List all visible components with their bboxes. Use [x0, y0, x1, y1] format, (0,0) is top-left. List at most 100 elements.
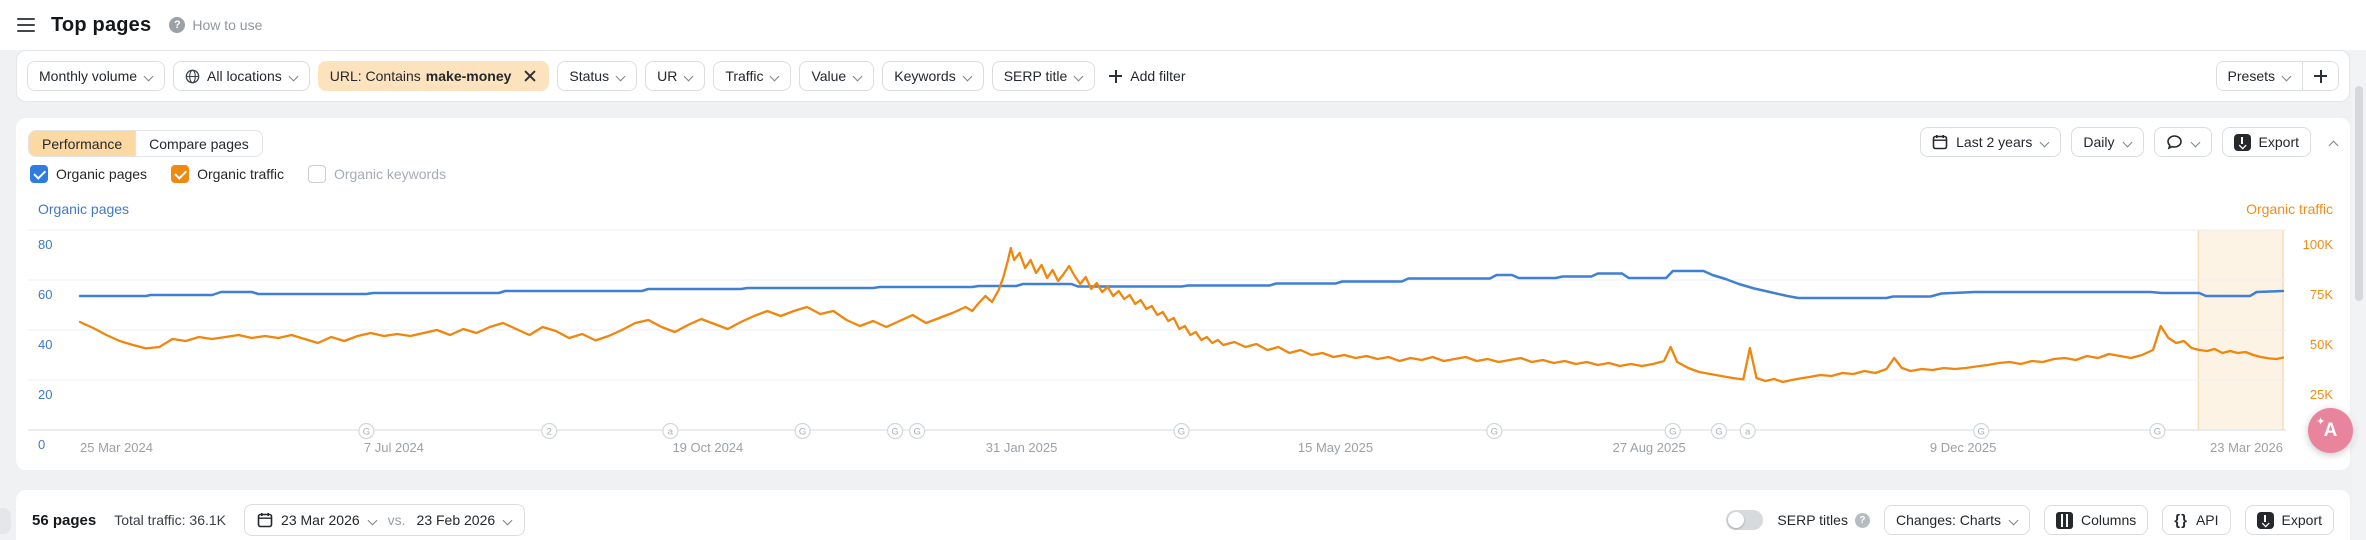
plus-icon [2314, 69, 2327, 83]
url-filter-prefix: URL: Contains [329, 68, 421, 84]
toggle-organic-traffic[interactable]: Organic traffic [171, 165, 284, 183]
date-range-button[interactable]: Last 2 years [1920, 127, 2062, 157]
svg-text:25 Mar 2024: 25 Mar 2024 [80, 440, 153, 455]
filter-serp-title[interactable]: SERP title [991, 61, 1096, 91]
chart-controls: Last 2 years Daily Export [1920, 127, 2338, 157]
scrollbar-thumb[interactable] [2355, 86, 2363, 301]
chevron-down-icon [770, 72, 779, 81]
performance-panel: 020406080025K50K75K100KOrganic pagesOrga… [16, 118, 2350, 470]
svg-text:100K: 100K [2303, 237, 2334, 252]
tab-performance[interactable]: Performance [29, 131, 136, 156]
add-preset-button[interactable] [2302, 62, 2338, 90]
total-traffic: Total traffic: 36.1K [114, 512, 227, 528]
svg-text:G: G [913, 427, 920, 438]
svg-text:25K: 25K [2310, 387, 2333, 402]
svg-text:Organic pages: Organic pages [38, 201, 129, 217]
translate-fab[interactable]: ✦ A [2308, 408, 2353, 453]
svg-text:50K: 50K [2310, 337, 2333, 352]
svg-text:a: a [668, 427, 674, 438]
how-to-use-link[interactable]: ? How to use [169, 17, 262, 33]
view-tabs: Performance Compare pages [28, 130, 263, 157]
svg-text:15 May 2025: 15 May 2025 [1298, 440, 1373, 455]
svg-text:9 Dec 2025: 9 Dec 2025 [1930, 440, 1997, 455]
chevron-down-icon [503, 516, 512, 525]
chevron-down-icon [684, 72, 693, 81]
filter-all-locations[interactable]: All locations [173, 61, 310, 91]
svg-text:G: G [1977, 427, 1984, 438]
svg-text:60: 60 [38, 287, 52, 302]
chat-bubble-icon [2166, 135, 2182, 150]
date-from: 23 Mar 2026 [281, 512, 360, 528]
remove-filter-icon[interactable] [523, 69, 537, 83]
chevron-down-icon [853, 72, 862, 81]
chevron-down-icon [963, 72, 972, 81]
page-title: Top pages [51, 13, 152, 36]
chevron-down-icon [368, 516, 377, 525]
chart-export-button[interactable]: Export [2221, 127, 2311, 157]
serp-titles-label: SERP titles ? [1777, 512, 1870, 528]
filter-keywords[interactable]: Keywords [882, 61, 984, 91]
table-actions: SERP titles ? Changes: Charts Columns {}… [1726, 505, 2334, 535]
sparkle-icon: ✦ [2316, 416, 2326, 428]
chevron-down-icon [2040, 138, 2049, 147]
filter-toolbar: Monthly volume All locations URL: Contai… [16, 50, 2350, 102]
side-handle[interactable] [0, 508, 11, 534]
calendar-icon [257, 513, 273, 528]
filter-status[interactable]: Status [557, 61, 638, 91]
filter-value[interactable]: Value [799, 61, 875, 91]
table-export-button[interactable]: Export [2244, 505, 2334, 535]
changes-button[interactable]: Changes: Charts [1883, 505, 2031, 535]
help-circle-icon: ? [169, 17, 186, 33]
api-button[interactable]: {} API [2162, 505, 2231, 535]
svg-text:0: 0 [38, 437, 45, 452]
filter-monthly-volume[interactable]: Monthly volume [27, 61, 166, 91]
help-circle-icon: ? [1854, 512, 1870, 528]
svg-text:80: 80 [38, 237, 52, 252]
svg-text:7 Jul 2024: 7 Jul 2024 [364, 440, 424, 455]
chevron-down-icon [1074, 72, 1083, 81]
serp-titles-toggle[interactable] [1726, 510, 1764, 530]
vs-label: vs. [387, 512, 406, 528]
svg-text:31 Jan 2025: 31 Jan 2025 [986, 440, 1058, 455]
chevron-down-icon [616, 72, 625, 81]
metric-toggles: Organic pages Organic traffic Organic ke… [30, 165, 446, 183]
filter-traffic[interactable]: Traffic [713, 61, 792, 91]
add-filter-button[interactable]: Add filter [1109, 68, 1186, 84]
svg-text:G: G [799, 427, 806, 438]
table-toolbar: 56 pages Total traffic: 36.1K 23 Mar 202… [16, 490, 2350, 540]
comparison-date-picker[interactable]: 23 Mar 2026 vs. 23 Feb 2026 [244, 504, 526, 536]
date-to: 23 Feb 2026 [416, 512, 496, 528]
checkbox-checked-icon [171, 165, 190, 183]
svg-text:27 Aug 2025: 27 Aug 2025 [1613, 440, 1686, 455]
url-filter-value: make-money [425, 68, 512, 84]
checkbox-unchecked-icon [307, 165, 326, 183]
granularity-button[interactable]: Daily [2071, 127, 2144, 157]
svg-text:19 Oct 2024: 19 Oct 2024 [672, 440, 743, 455]
svg-text:40: 40 [38, 337, 52, 352]
annotations-button[interactable] [2153, 127, 2212, 157]
tab-compare-pages[interactable]: Compare pages [135, 131, 262, 156]
pages-count: 56 pages [32, 511, 97, 529]
hamburger-menu-icon[interactable] [17, 18, 35, 32]
toggle-organic-pages[interactable]: Organic pages [30, 165, 147, 183]
plus-icon [1109, 69, 1123, 83]
calendar-icon [1932, 135, 1948, 150]
header: Top pages ? How to use [0, 0, 2366, 50]
presets-group: Presets [2215, 61, 2339, 91]
braces-icon: {} [2174, 511, 2188, 529]
chevron-down-icon [289, 72, 298, 81]
presets-button[interactable]: Presets [2216, 62, 2302, 90]
chevron-down-icon [2282, 72, 2291, 81]
toggle-organic-keywords[interactable]: Organic keywords [307, 165, 446, 183]
filter-ur[interactable]: UR [645, 61, 706, 91]
svg-text:G: G [1491, 427, 1498, 438]
download-icon [2256, 511, 2274, 529]
checkbox-checked-icon [30, 165, 48, 183]
globe-icon [185, 69, 200, 83]
columns-button[interactable]: Columns [2044, 505, 2149, 535]
filter-url-contains[interactable]: URL: Contains make-money [317, 61, 550, 91]
collapse-chart-icon[interactable] [2329, 138, 2338, 147]
svg-text:G: G [1178, 427, 1185, 438]
svg-text:75K: 75K [2310, 287, 2333, 302]
svg-text:G: G [891, 427, 898, 438]
